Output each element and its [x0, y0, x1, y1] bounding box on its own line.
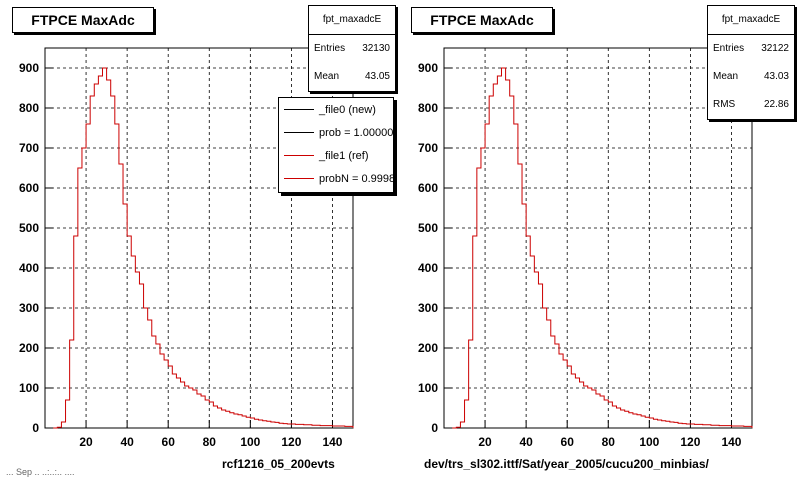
legend-item: _file0 (new) [279, 98, 393, 121]
x-tick-label: 20 [478, 435, 492, 449]
stats-row-entries: Entries 32122 [708, 35, 794, 63]
histogram-line [452, 67, 753, 429]
stats-row-rms: RMS 22.86 [708, 91, 794, 119]
histogram-line [53, 67, 354, 429]
x-tick-label: 40 [519, 435, 533, 449]
stats-name: fpt_maxadcE [309, 6, 395, 35]
stats-value: 22.86 [763, 99, 789, 110]
x-tick-label: 100 [639, 435, 659, 449]
y-tick-label: 900 [19, 61, 39, 75]
x-tick-label: 140 [322, 435, 342, 449]
x-tick-label: 60 [162, 435, 176, 449]
y-tick-label: 200 [19, 341, 39, 355]
y-tick-label: 400 [19, 261, 39, 275]
y-tick-label: 400 [418, 261, 438, 275]
legend-left: _file0 (new) prob = 1.000000 _file1 (ref… [278, 97, 394, 193]
x-tick-label: 20 [79, 435, 93, 449]
y-tick-label: 800 [19, 101, 39, 115]
stats-box-left: fpt_maxadcE Entries 32130 Mean 43.05 [308, 5, 396, 92]
x-tick-label: 80 [203, 435, 217, 449]
stats-row-entries: Entries 32130 [309, 35, 395, 63]
x-tick-label: 60 [561, 435, 575, 449]
y-tick-label: 500 [19, 221, 39, 235]
legend-item: _file1 (ref) [279, 144, 393, 167]
y-tick-label: 600 [418, 181, 438, 195]
y-tick-label: 200 [418, 341, 438, 355]
stats-value: 32130 [362, 43, 390, 54]
footer-label-right: dev/trs_sl302.ittf/Sat/year_2005/cucu200… [424, 457, 709, 471]
y-tick-label: 100 [418, 381, 438, 395]
x-tick-label: 120 [680, 435, 700, 449]
legend-swatch [284, 155, 314, 156]
y-tick-label: 900 [418, 61, 438, 75]
y-tick-label: 300 [418, 301, 438, 315]
x-tick-label: 100 [240, 435, 260, 449]
y-tick-label: 800 [418, 101, 438, 115]
x-tick-label: 80 [602, 435, 616, 449]
plot-frame [443, 47, 753, 429]
stats-label: Entries [314, 43, 346, 54]
histogram-title-left: FTPCE MaxAdc [12, 7, 154, 33]
stats-label: Mean [713, 71, 739, 82]
footer-label-left: rcf1216_05_200evts [222, 457, 335, 471]
stats-row-mean: Mean 43.05 [309, 63, 395, 91]
x-tick-label: 40 [120, 435, 134, 449]
legend-swatch [284, 109, 314, 110]
histogram-title-right: FTPCE MaxAdc [411, 7, 553, 33]
legend-label: _file1 (ref) [319, 149, 369, 162]
stats-label: Entries [713, 43, 745, 54]
chart-panel-2: 20 40 60 80 100 120 140 0 100 200 300 400 500 600 700 8… [418, 47, 753, 449]
stats-value: 43.03 [763, 71, 789, 82]
y-tick-label: 0 [32, 421, 39, 435]
stats-value: 32122 [761, 43, 789, 54]
y-tick-label: 700 [418, 141, 438, 155]
x-tick-label: 140 [721, 435, 741, 449]
legend-swatch [284, 132, 314, 133]
y-tick-label: 600 [19, 181, 39, 195]
legend-label: probN = 0.99987 [319, 172, 394, 185]
legend-swatch [284, 178, 314, 179]
stats-box-right: fpt_maxadcE Entries 32122 Mean 43.03 RMS… [707, 5, 795, 120]
stats-label: RMS [713, 99, 736, 110]
x-tick-label: 120 [281, 435, 301, 449]
y-tick-label: 300 [19, 301, 39, 315]
stats-name: fpt_maxadcE [708, 6, 794, 35]
legend-label: prob = 1.000000 [319, 126, 394, 139]
footer-date: ... Sep .. ..:..:.. .... [6, 467, 75, 477]
stats-row-mean: Mean 43.03 [708, 63, 794, 91]
legend-item: probN = 0.99987 [279, 167, 393, 190]
stats-label: Mean [314, 71, 340, 82]
y-tick-label: 100 [19, 381, 39, 395]
y-tick-label: 500 [418, 221, 438, 235]
stats-value: 43.05 [364, 71, 390, 82]
legend-item: prob = 1.000000 [279, 121, 393, 144]
y-tick-label: 0 [431, 421, 438, 435]
legend-label: _file0 (new) [319, 103, 376, 116]
y-tick-label: 700 [19, 141, 39, 155]
